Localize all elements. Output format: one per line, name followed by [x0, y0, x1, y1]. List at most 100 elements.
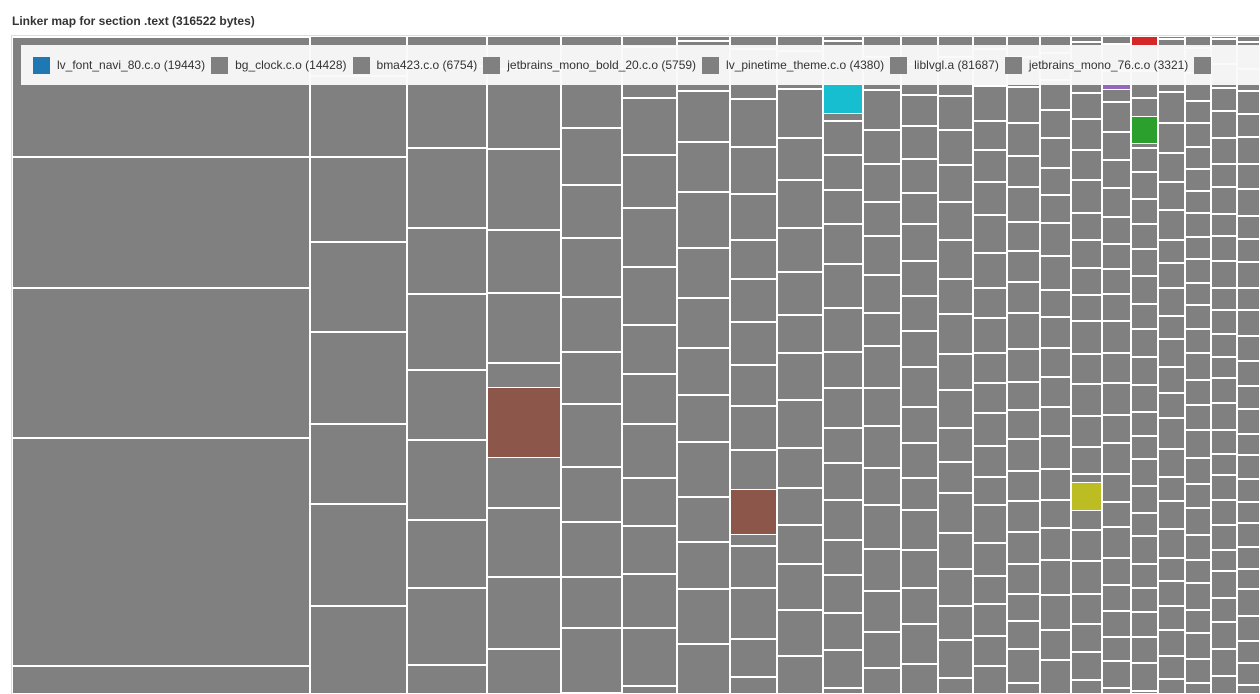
legend-item[interactable]: bma423.c.o (6754) — [352, 56, 477, 74]
treemap-cell[interactable] — [1237, 385, 1260, 409]
treemap-cell[interactable] — [777, 400, 823, 449]
treemap-cell[interactable] — [1211, 356, 1237, 378]
treemap-cell[interactable] — [1211, 235, 1237, 261]
treemap-cell[interactable] — [1131, 512, 1158, 536]
treemap-cell[interactable] — [1211, 499, 1237, 525]
treemap-cell[interactable] — [1071, 561, 1102, 595]
treemap-cell[interactable] — [1071, 384, 1102, 417]
treemap-cell[interactable] — [677, 643, 730, 694]
treemap-cell[interactable] — [1211, 36, 1237, 39]
treemap-cell[interactable] — [1040, 559, 1071, 595]
treemap-cell[interactable] — [1131, 587, 1158, 612]
treemap-cell[interactable] — [1237, 287, 1260, 310]
treemap-cell[interactable] — [487, 292, 561, 363]
legend-item[interactable]: jetbrains_mono_bold_20.c.o (5759) — [483, 56, 696, 74]
treemap-cell[interactable] — [730, 321, 777, 365]
treemap-cell[interactable] — [12, 438, 310, 666]
treemap-cell[interactable] — [1071, 416, 1102, 448]
treemap-cell[interactable] — [901, 588, 938, 625]
treemap-cell[interactable] — [1102, 187, 1131, 217]
treemap-cell[interactable] — [1007, 251, 1040, 283]
treemap-cell[interactable] — [938, 313, 973, 354]
treemap-cell[interactable] — [1158, 580, 1185, 606]
treemap-cell[interactable] — [730, 587, 777, 639]
treemap-cell[interactable] — [1007, 501, 1040, 533]
treemap-cell[interactable] — [1237, 215, 1260, 239]
treemap-cell[interactable] — [1131, 662, 1158, 691]
treemap-cell[interactable] — [1237, 640, 1260, 663]
treemap-cell[interactable] — [1131, 171, 1158, 199]
treemap-cell[interactable] — [777, 353, 823, 401]
treemap-cell[interactable] — [938, 677, 973, 694]
treemap-cell[interactable] — [1237, 163, 1260, 189]
treemap-cell[interactable] — [777, 610, 823, 657]
treemap-cell[interactable] — [863, 164, 901, 203]
treemap-cell[interactable] — [1158, 500, 1185, 529]
treemap-cell[interactable] — [1040, 289, 1071, 317]
treemap-cell[interactable] — [622, 423, 677, 478]
treemap-cell[interactable] — [1040, 435, 1071, 469]
treemap-cell[interactable] — [1007, 439, 1040, 472]
treemap-cell[interactable] — [863, 632, 901, 669]
treemap-cell[interactable] — [1040, 527, 1071, 560]
treemap-cell[interactable] — [863, 388, 901, 427]
treemap-cell[interactable] — [1007, 187, 1040, 223]
treemap-cell[interactable] — [677, 191, 730, 248]
treemap-cell[interactable] — [777, 564, 823, 611]
treemap-cell[interactable] — [777, 448, 823, 489]
treemap-cell[interactable] — [1040, 137, 1071, 168]
treemap-cell[interactable] — [730, 278, 777, 322]
treemap-cell[interactable] — [823, 575, 863, 613]
treemap-cell[interactable] — [1131, 611, 1158, 637]
treemap-cell[interactable] — [677, 347, 730, 395]
treemap-cell[interactable] — [1185, 328, 1211, 353]
treemap-cell[interactable] — [901, 510, 938, 551]
treemap-cell[interactable] — [823, 352, 863, 388]
treemap-cell[interactable] — [938, 95, 973, 130]
treemap-cell[interactable] — [1185, 122, 1211, 147]
treemap-cell[interactable] — [1237, 588, 1260, 616]
treemap-cell[interactable] — [901, 224, 938, 262]
treemap-cell[interactable] — [863, 275, 901, 314]
treemap-cell[interactable] — [310, 332, 407, 425]
treemap-cell[interactable] — [1102, 101, 1131, 132]
treemap-cell[interactable] — [901, 331, 938, 368]
treemap-cell[interactable] — [1007, 222, 1040, 252]
legend-item[interactable]: lv_pinetime_theme.c.o (4380) — [702, 56, 884, 74]
treemap-cell[interactable] — [1040, 376, 1071, 407]
treemap-cell[interactable] — [938, 568, 973, 606]
treemap-cell[interactable] — [407, 294, 487, 371]
treemap-cell[interactable] — [1131, 458, 1158, 486]
treemap-cell[interactable] — [1007, 532, 1040, 565]
treemap-cell[interactable] — [561, 466, 622, 522]
treemap-cell[interactable] — [973, 86, 1007, 122]
treemap-cell[interactable] — [1131, 563, 1158, 588]
treemap-cell[interactable] — [730, 239, 777, 279]
treemap-cell[interactable] — [1211, 287, 1237, 310]
treemap-cell[interactable] — [1071, 680, 1102, 694]
treemap-cell[interactable] — [823, 688, 863, 694]
treemap-cell[interactable] — [561, 127, 622, 185]
treemap-cell[interactable] — [1185, 632, 1211, 659]
treemap-cell[interactable] — [1071, 268, 1102, 296]
treemap-cell[interactable] — [1102, 352, 1131, 383]
treemap-cell[interactable] — [973, 413, 1007, 447]
treemap-cell[interactable] — [1158, 655, 1185, 679]
treemap-cell[interactable] — [1158, 476, 1185, 501]
treemap-cell[interactable] — [901, 367, 938, 408]
treemap-cell[interactable] — [901, 193, 938, 225]
treemap-cell[interactable] — [1237, 568, 1260, 589]
treemap-cell[interactable] — [1158, 417, 1185, 449]
treemap-cell[interactable] — [1237, 684, 1260, 694]
legend-item[interactable]: lv_font_navi_80.c.o (19443) — [33, 56, 205, 74]
treemap-cell[interactable] — [1071, 652, 1102, 681]
treemap-cell[interactable] — [938, 239, 973, 279]
treemap-cell[interactable] — [1211, 333, 1237, 357]
treemap-cell[interactable] — [407, 520, 487, 589]
treemap-cell[interactable] — [973, 446, 1007, 478]
treemap-cell[interactable] — [863, 668, 901, 694]
treemap-cell[interactable] — [1102, 442, 1131, 474]
treemap-cell[interactable] — [677, 588, 730, 644]
treemap-cell[interactable] — [677, 441, 730, 497]
treemap-cell[interactable] — [973, 353, 1007, 384]
